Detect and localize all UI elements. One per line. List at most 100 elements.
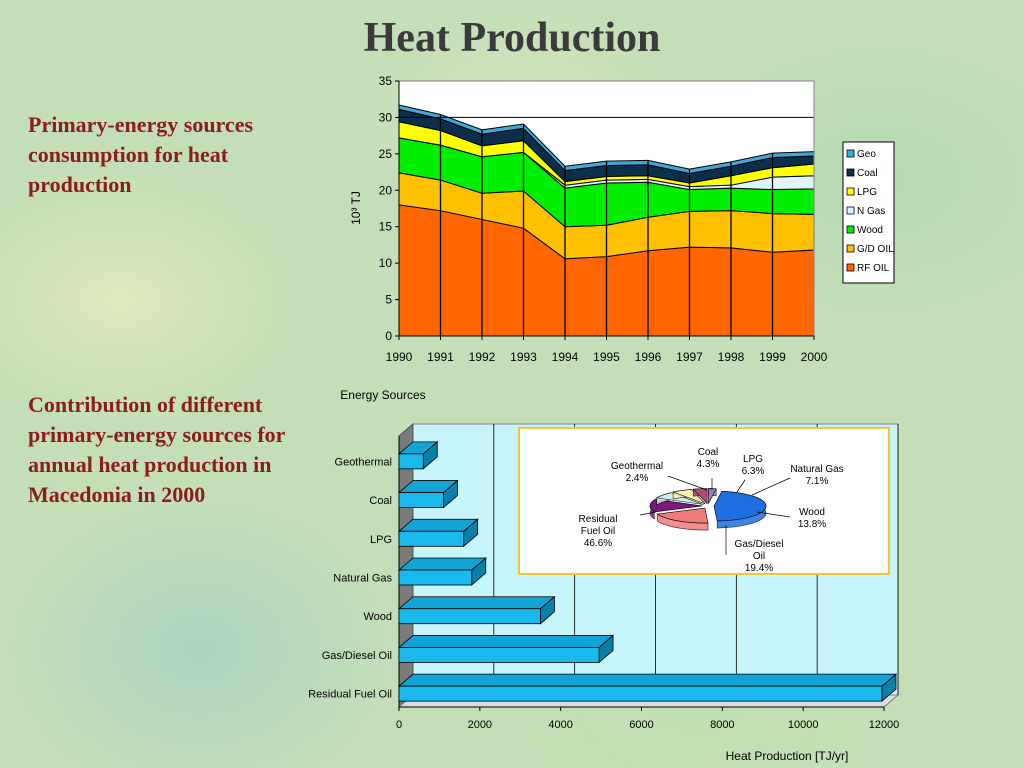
bar-x-tick-label: 2000 [468, 719, 492, 731]
pie-label-line: Coal [698, 447, 719, 458]
area-x-tick-label: 1997 [676, 350, 703, 364]
pie-label-line: 13.8% [798, 519, 826, 530]
area-x-tick-label: 1991 [427, 350, 454, 364]
bar-chart-title: Energy Sources [340, 388, 425, 402]
pie-label-line: 2.4% [626, 473, 649, 484]
bar-side [881, 673, 897, 703]
area-x-tick-label: 1993 [510, 350, 537, 364]
pie-slice-side [716, 490, 767, 529]
bar-plot-background [398, 423, 899, 708]
pie-label-line: Fuel Oil [581, 526, 615, 537]
area-x-tick-label: 1999 [759, 350, 786, 364]
bar-side [422, 440, 438, 470]
area-y-tick-label: 0 [385, 329, 392, 343]
bar-category-label: Geothermal [335, 456, 392, 468]
pie-leader-line [639, 511, 657, 516]
bar-top [397, 635, 615, 648]
pie-label-line: Residual [579, 514, 618, 525]
bar-side-wall [398, 422, 414, 709]
bar-top [397, 441, 439, 455]
area-legend-swatch [846, 149, 855, 158]
bar-chart-caption: Contribution of different primary-energy… [28, 392, 286, 507]
bar-x-tick-label: 0 [396, 719, 402, 731]
bar [398, 492, 444, 508]
pie-slice [655, 492, 704, 505]
bar-side [471, 557, 487, 586]
pie-label-line: Wood [799, 507, 825, 518]
area-legend-swatch [846, 244, 855, 253]
bar-side [443, 479, 458, 509]
area-legend-label: Geo [857, 149, 876, 160]
area-legend-label: LPG [857, 187, 877, 198]
area-y-tick-label: 20 [379, 183, 393, 197]
bar-side [540, 595, 555, 625]
area-plot-background [399, 81, 814, 336]
pie-label-line: 46.6% [584, 538, 612, 549]
pie-label: Gas/Diesel Oil 19.4% [735, 539, 784, 574]
area-series-4 [398, 121, 815, 188]
bar-top [397, 480, 459, 493]
bar [398, 569, 473, 586]
pie-label: LPG 6.3% [742, 454, 765, 477]
bar [398, 530, 465, 547]
pie-slice-side [649, 498, 656, 520]
pie-label: Residual Fuel Oil 46.6% [579, 514, 618, 549]
area-legend-label: Wood [857, 225, 883, 236]
pie-slice [649, 499, 703, 513]
area-plot-frame [398, 80, 815, 337]
pie-label-line: 7.1% [806, 476, 829, 487]
bar-top [397, 557, 487, 571]
pie-label: Wood 13.8% [798, 507, 826, 530]
bar-x-tick-label: 8000 [710, 719, 734, 731]
pie-slice-side [708, 488, 717, 497]
bar-x-tick-label: 10000 [788, 719, 819, 731]
pie-leader-line [751, 477, 791, 496]
area-y-tick-label: 25 [379, 147, 393, 161]
area-y-tick-label: 10 [379, 256, 393, 270]
pie-label-line: Geothermal [611, 461, 663, 472]
area-x-tick-label: 2000 [801, 350, 828, 364]
pie-inset-box [518, 427, 890, 575]
pie-slice [713, 490, 767, 522]
area-legend-box [842, 141, 895, 284]
bar-top [397, 673, 898, 687]
area-legend-label: N Gas [857, 206, 885, 217]
area-x-tick-label: 1998 [718, 350, 745, 364]
pie-label: Geothermal 2.4% [611, 461, 663, 484]
area-series-0 [398, 204, 815, 337]
area-series-1 [398, 172, 815, 260]
area-legend-label: RF OIL [857, 263, 890, 274]
bar [398, 608, 541, 625]
area-x-tick-label: 1995 [593, 350, 620, 364]
area-y-tick-label: 5 [385, 293, 392, 307]
area-legend-swatch [846, 168, 855, 177]
pie-chart: Residual Fuel Oil 46.6% Gas/Diesel Oil 19.4% W… [579, 447, 844, 574]
area-chart-caption: Primary-energy sources consumption for h… [28, 112, 254, 197]
area-legend-swatch [846, 206, 855, 215]
pie-label-line: LPG [743, 454, 763, 465]
area-y-tick-label: 30 [379, 110, 393, 124]
area-y-tick-label: 15 [379, 220, 393, 234]
pie-label-line: 4.3% [697, 459, 720, 470]
bar-category-label: Coal [369, 495, 392, 507]
pie-slice [672, 489, 706, 505]
bar-back-wall [412, 423, 899, 696]
pie-label: Coal 4.3% [697, 447, 720, 470]
pie-label-line: Gas/Diesel [735, 539, 784, 550]
bar-category-label: Residual Fuel Oil [308, 689, 392, 701]
pie-label-line: Oil [753, 551, 765, 562]
pie-leader-line [736, 479, 746, 493]
pie-leader-line [667, 475, 708, 491]
bar [398, 453, 424, 470]
area-series-6 [398, 104, 815, 175]
pie-slice [656, 507, 709, 524]
area-x-tick-label: 1990 [386, 350, 413, 364]
area-legend-swatch [846, 225, 855, 234]
bar-x-axis-label: Heat Production [TJ/yr] [726, 749, 849, 763]
area-y-axis-label: 10³ TJ [349, 191, 363, 225]
bar-top [397, 596, 556, 610]
bar-x-tick-label: 12000 [869, 719, 900, 731]
area-legend-swatch [846, 263, 855, 272]
area-series-3 [398, 137, 815, 191]
area-y-tick-label: 35 [379, 74, 393, 88]
